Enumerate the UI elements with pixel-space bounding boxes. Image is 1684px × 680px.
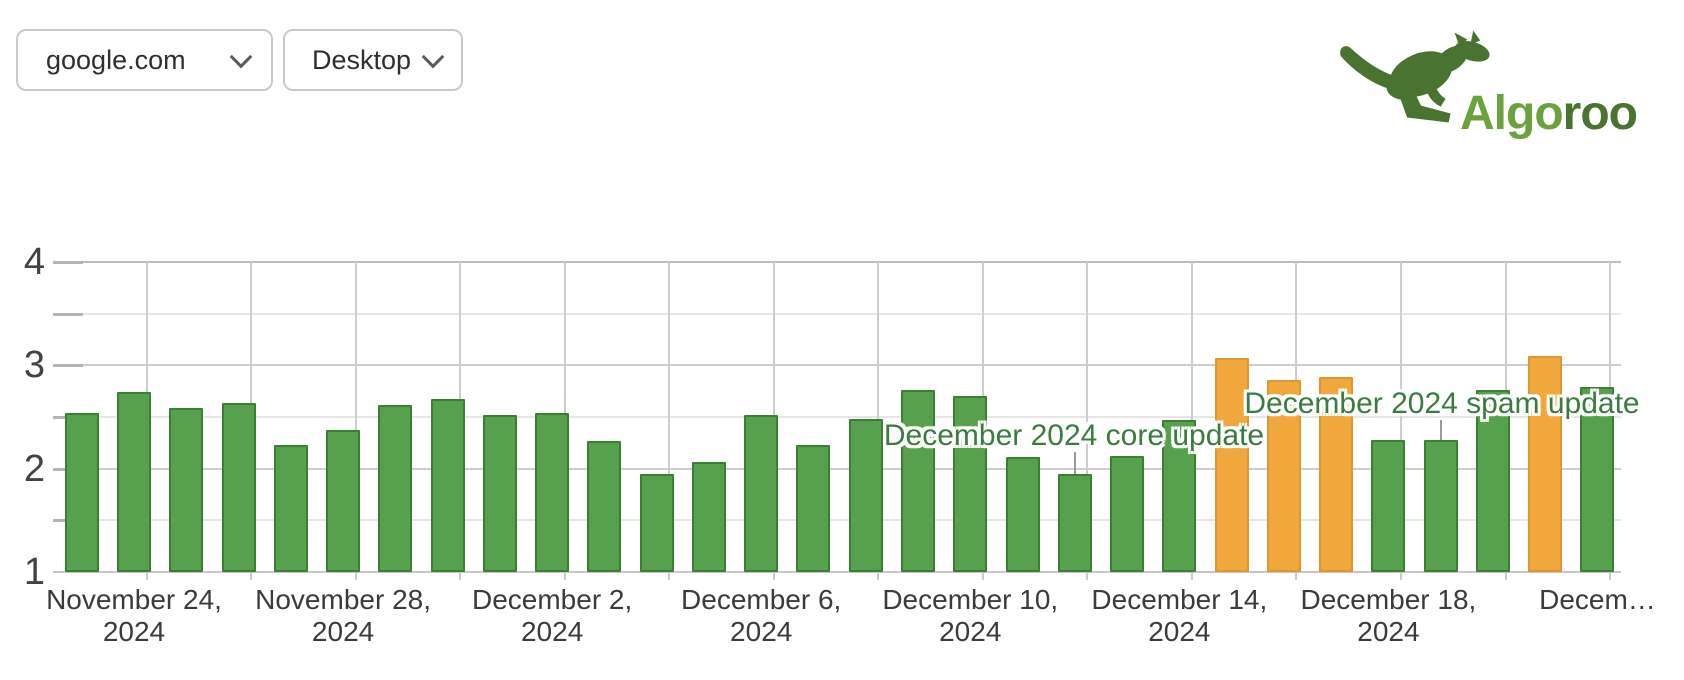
volatility-bar[interactable]	[482, 414, 517, 572]
x-axis-tick	[981, 572, 984, 580]
volatility-bar[interactable]	[691, 462, 726, 572]
x-axis-line	[53, 571, 1621, 573]
volatility-bar[interactable]	[326, 430, 361, 572]
y-axis-label: 3	[23, 344, 45, 387]
x-axis-tick	[1295, 572, 1298, 580]
y-axis-label: 1	[23, 551, 45, 593]
y-axis-tick	[53, 261, 83, 264]
gridline	[1086, 262, 1089, 572]
volatility-bar[interactable]	[378, 404, 413, 572]
volatility-bar-update-day[interactable]	[1266, 379, 1301, 572]
site-select[interactable]: google.com	[16, 29, 273, 91]
volatility-bar[interactable]	[848, 419, 883, 572]
volatility-bar[interactable]	[221, 402, 256, 572]
volatility-bar-update-day[interactable]	[1214, 358, 1249, 572]
x-axis-tick	[772, 572, 775, 580]
y-axis-label: 4	[23, 241, 45, 283]
y-axis-tick	[53, 312, 83, 316]
gridline	[53, 416, 1621, 418]
gridline	[1400, 262, 1402, 572]
volatility-bar[interactable]	[273, 444, 308, 572]
x-axis-tick	[354, 572, 357, 580]
gridline	[53, 261, 1621, 263]
x-axis-tick	[1400, 572, 1402, 580]
volatility-bar-update-day[interactable]	[1319, 376, 1354, 572]
x-axis-tick	[668, 572, 671, 580]
x-axis-label: December 6, 2024	[681, 584, 842, 647]
gridline	[53, 312, 1621, 315]
x-axis-tick	[877, 572, 880, 580]
x-axis-label: December 2, 2024	[471, 584, 633, 647]
y-axis-tick	[53, 364, 83, 368]
x-axis-tick	[145, 572, 148, 580]
x-axis-label: November 24, 2024	[46, 584, 222, 647]
x-axis-tick	[1504, 572, 1507, 580]
annotation-pointer	[1439, 420, 1442, 440]
x-axis-tick	[1086, 572, 1089, 580]
x-axis-label: December 14, 2024	[1091, 584, 1268, 647]
algoroo-logo[interactable]: Algoroo	[1338, 26, 1668, 146]
x-axis-tick	[459, 572, 462, 580]
x-axis-label: December 10, 2024	[882, 584, 1059, 647]
gridline	[53, 519, 1621, 522]
x-axis-tick	[1190, 572, 1193, 580]
device-select[interactable]: Desktop	[283, 29, 463, 91]
volatility-bar[interactable]	[535, 412, 570, 572]
x-axis-label: November 28, 2024	[255, 584, 432, 647]
volatility-bar[interactable]	[639, 473, 674, 572]
volatility-bar[interactable]	[901, 390, 935, 572]
volatility-bar[interactable]	[1005, 457, 1040, 572]
volatility-bar[interactable]	[796, 444, 831, 572]
volatility-bar[interactable]	[1580, 387, 1615, 572]
volatility-bar[interactable]	[1475, 390, 1510, 572]
kangaroo-icon	[1340, 30, 1490, 123]
volatility-bar[interactable]	[1110, 456, 1145, 572]
gridline	[1190, 262, 1193, 572]
volatility-bar[interactable]	[1057, 473, 1092, 572]
volatility-bar[interactable]	[1162, 420, 1197, 572]
volatility-bar[interactable]	[430, 399, 465, 572]
gridline	[53, 467, 1621, 470]
gridline	[354, 262, 357, 572]
volatility-bar-update-day[interactable]	[1528, 356, 1563, 572]
volatility-bar[interactable]	[587, 440, 622, 572]
volatility-bar[interactable]	[169, 407, 204, 572]
volatility-bar[interactable]	[953, 396, 988, 572]
gridline	[668, 262, 671, 572]
volatility-bar[interactable]	[1371, 439, 1406, 572]
volatility-bar[interactable]	[117, 392, 151, 572]
x-axis-tick	[563, 572, 566, 580]
core-update-annotation: December 2024 core update	[883, 419, 1265, 452]
x-axis-tick	[250, 572, 253, 580]
x-axis-tick	[1609, 572, 1612, 580]
volatility-bar[interactable]	[64, 412, 99, 572]
annotation-pointer	[1073, 452, 1076, 474]
y-axis-label: 2	[23, 447, 45, 490]
x-axis-label: December 18, 2024	[1300, 584, 1477, 647]
x-axis-label: Decem…	[1539, 584, 1656, 615]
gridline	[877, 262, 880, 572]
volatility-bar[interactable]	[744, 414, 779, 572]
gridline	[53, 364, 1621, 367]
spam-update-annotation: December 2024 spam update	[1244, 387, 1640, 420]
site-select-value: google.com	[46, 44, 186, 75]
volatility-bar[interactable]	[1423, 439, 1458, 572]
device-select-value: Desktop	[312, 44, 412, 75]
logo-wordmark: Algoroo	[1460, 87, 1638, 140]
